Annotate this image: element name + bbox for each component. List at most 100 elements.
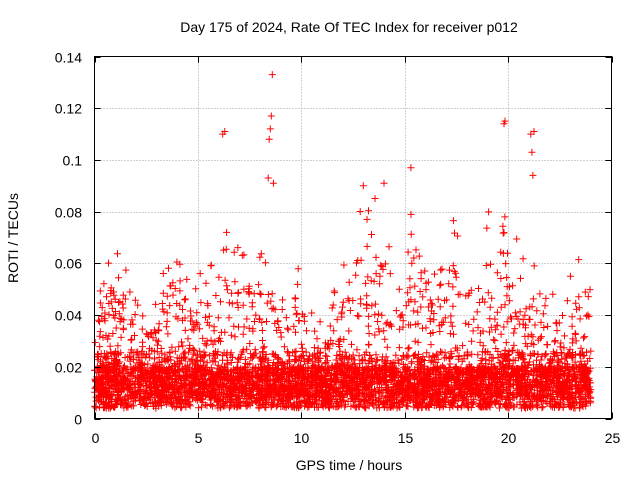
roti-point	[166, 302, 174, 310]
roti-point	[368, 363, 376, 370]
roti-point	[239, 372, 247, 380]
roti-point	[173, 258, 181, 266]
roti-point	[457, 403, 465, 411]
roti-point	[255, 404, 263, 412]
roti-point	[519, 255, 527, 263]
roti-point	[234, 304, 242, 311]
roti-point	[212, 292, 220, 299]
roti-point	[233, 380, 241, 388]
roti-point	[377, 261, 385, 269]
roti-point	[297, 365, 305, 373]
roti-point	[350, 401, 358, 409]
roti-point	[382, 320, 390, 328]
roti-point	[519, 316, 527, 324]
roti-point	[150, 379, 158, 387]
roti-point	[392, 394, 400, 402]
roti-point	[572, 330, 580, 338]
roti-point	[268, 290, 276, 298]
roti-point	[256, 375, 264, 383]
roti-point	[332, 385, 340, 392]
roti-point	[364, 322, 372, 330]
roti-point	[138, 325, 146, 333]
roti-point	[566, 272, 574, 280]
roti-point	[129, 349, 137, 357]
roti-point	[361, 356, 369, 364]
roti-point	[245, 282, 253, 290]
roti-point	[493, 321, 501, 329]
roti-point	[414, 308, 422, 316]
roti-point	[479, 327, 487, 335]
roti-point	[163, 373, 171, 381]
roti-point	[316, 354, 324, 362]
roti-point	[430, 402, 438, 409]
roti-point	[155, 320, 163, 328]
roti-point	[147, 330, 155, 338]
roti-point	[419, 353, 427, 360]
roti-point	[203, 359, 211, 367]
roti-point	[285, 394, 293, 402]
roti-point	[482, 356, 490, 364]
roti-point	[465, 321, 473, 328]
roti-point	[537, 333, 545, 341]
roti-point	[100, 350, 108, 358]
roti-point	[551, 338, 559, 346]
roti-point	[586, 286, 594, 294]
roti-point	[255, 315, 263, 323]
roti-point	[376, 397, 384, 405]
roti-point	[404, 248, 412, 256]
roti-point	[121, 393, 129, 401]
roti-point	[179, 316, 186, 324]
roti-point	[416, 288, 424, 295]
roti-point	[230, 322, 238, 330]
roti-point	[416, 361, 424, 369]
roti-point	[417, 269, 425, 277]
roti-point	[364, 359, 372, 367]
roti-point	[348, 340, 355, 348]
roti-point	[110, 361, 118, 368]
roti-point	[533, 400, 541, 408]
roti-point	[171, 285, 179, 292]
roti-point	[326, 322, 334, 330]
roti-point	[190, 326, 198, 334]
roti-point	[502, 403, 510, 411]
roti-point	[427, 341, 435, 349]
roti-point	[91, 339, 99, 346]
roti-point	[487, 323, 495, 331]
roti-point	[254, 367, 262, 375]
roti-point	[273, 372, 281, 380]
roti-point	[239, 301, 247, 309]
roti-point	[531, 366, 539, 374]
roti-point	[248, 354, 256, 362]
roti-point	[240, 251, 248, 259]
roti-point	[431, 270, 438, 278]
roti-point	[125, 353, 133, 361]
roti-point	[561, 332, 568, 340]
roti-point	[462, 370, 470, 378]
roti-point	[130, 371, 138, 379]
roti-point	[213, 390, 221, 398]
roti-point	[503, 318, 511, 326]
roti-point	[452, 375, 460, 383]
roti-point	[462, 292, 470, 300]
roti-point	[236, 402, 244, 410]
roti-point	[207, 261, 215, 269]
roti-point	[280, 391, 288, 399]
roti-point	[246, 340, 254, 347]
roti-point	[130, 364, 138, 372]
roti-point	[380, 327, 388, 335]
roti-point	[116, 315, 124, 323]
roti-point	[217, 376, 224, 384]
roti-point	[115, 393, 123, 401]
roti-point	[539, 310, 547, 318]
roti-point	[392, 307, 400, 315]
roti-point	[556, 366, 564, 374]
roti-point	[537, 356, 545, 364]
roti-point	[352, 365, 360, 373]
roti-point	[404, 345, 412, 353]
roti-point	[398, 311, 406, 319]
roti-point	[418, 360, 426, 368]
roti-point	[186, 367, 194, 375]
roti-point	[221, 363, 228, 371]
roti-point	[435, 399, 443, 406]
roti-point	[529, 295, 537, 303]
